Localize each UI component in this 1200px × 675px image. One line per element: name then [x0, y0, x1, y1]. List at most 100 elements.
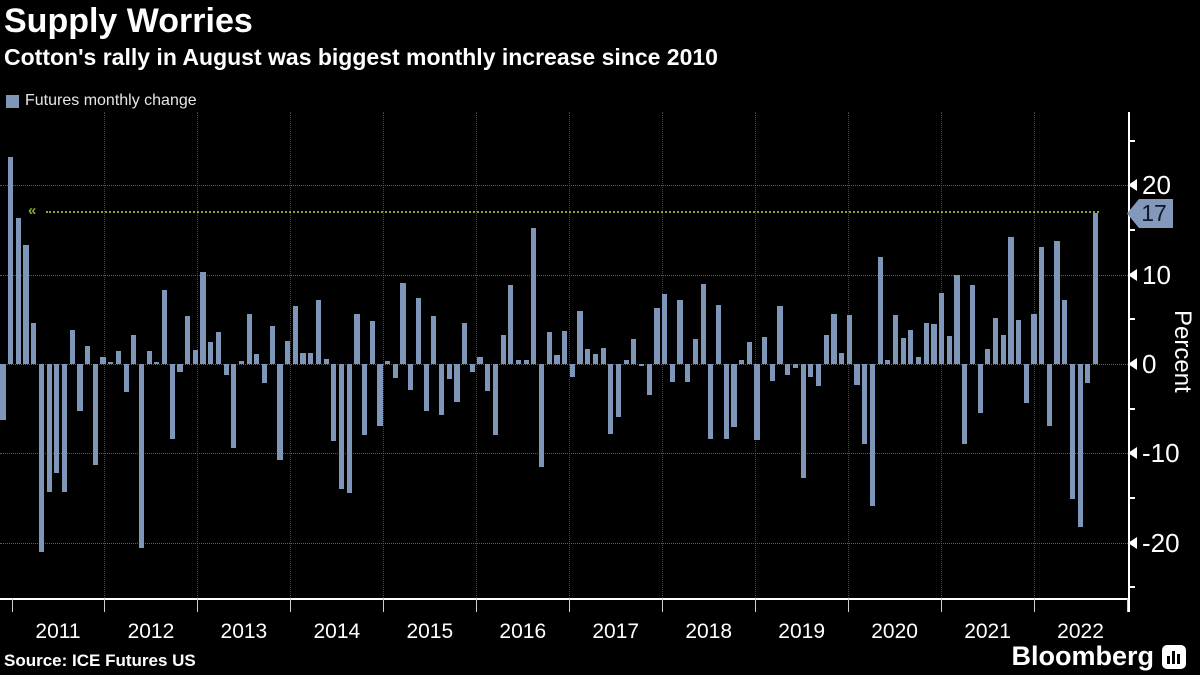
x-axis-tick [848, 598, 850, 612]
bloomberg-chart-icon [1162, 644, 1186, 669]
bar-month-66 [508, 284, 514, 364]
bar-month-1 [8, 156, 14, 364]
bar-month-118 [908, 330, 914, 364]
bar-month-125 [962, 364, 968, 445]
bar-month-126 [969, 285, 976, 364]
bar-month-108 [831, 313, 837, 364]
y-gridline [0, 274, 1128, 276]
bar-month-94 [723, 364, 729, 439]
y-axis-minor-tick [1128, 139, 1135, 142]
y-axis-tick-label: -10 [1142, 438, 1180, 469]
bar-month-100 [769, 364, 775, 381]
bar-month-30 [231, 364, 237, 448]
bar-month-25 [192, 349, 198, 364]
bar-month-39 [300, 353, 306, 364]
bar-month-68 [523, 360, 529, 364]
x-axis-line [0, 598, 1128, 600]
chart-legend: Futures monthly change [6, 92, 197, 110]
year-gridline [755, 112, 757, 598]
bar-month-103 [792, 364, 799, 369]
bar-month-122 [939, 292, 945, 364]
bar-month-93 [715, 305, 722, 364]
bar-month-46 [354, 313, 360, 364]
bar-month-40 [308, 353, 314, 364]
bar-month-104 [800, 364, 806, 479]
bar-month-13 [100, 356, 106, 364]
bar-month-75 [577, 311, 583, 364]
bar-month-141 [1085, 364, 1091, 383]
brand-name: Bloomberg [1011, 641, 1154, 671]
legend-swatch-icon [6, 94, 19, 108]
bar-month-61 [469, 364, 475, 373]
bar-month-117 [900, 338, 906, 364]
x-axis-year-label: 2016 [499, 620, 547, 643]
bar-month-21 [161, 289, 168, 364]
bar-month-124 [954, 274, 960, 364]
x-axis-tick [1034, 598, 1036, 612]
legend-label: Futures monthly change [25, 92, 197, 109]
bar-month-102 [785, 364, 791, 375]
bar-month-65 [500, 335, 506, 364]
bar-month-84 [646, 364, 652, 396]
highlight-arrowhead-icon: « [28, 202, 37, 220]
bar-month-18 [138, 364, 145, 548]
bar-month-48 [369, 321, 375, 364]
bar-month-67 [515, 359, 522, 364]
bar-month-140 [1077, 364, 1083, 527]
bar-month-45 [346, 364, 352, 493]
bar-month-96 [739, 359, 745, 364]
bar-month-91 [700, 283, 706, 364]
bar-month-119 [915, 356, 922, 364]
x-axis-year-label: 2014 [313, 620, 361, 643]
bar-month-41 [315, 299, 322, 364]
bar-month-132 [1016, 320, 1022, 364]
bar-month-133 [1023, 364, 1029, 404]
bar-month-64 [492, 364, 498, 435]
y-axis-major-tick [1128, 447, 1137, 460]
bar-month-27 [208, 341, 214, 364]
bar-month-114 [877, 256, 883, 364]
bar-month-55 [423, 364, 429, 412]
bar-month-17 [131, 334, 137, 364]
bar-month-23 [177, 364, 183, 373]
year-gridline [476, 112, 478, 598]
y-axis-tick-label: 10 [1142, 259, 1171, 290]
bar-month-109 [839, 353, 845, 364]
bar-month-137 [1054, 240, 1060, 364]
bar-month-111 [854, 364, 860, 385]
bar-month-99 [762, 337, 768, 364]
bar-month-52 [400, 282, 406, 364]
x-axis-tick [104, 598, 106, 612]
y-axis-minor-tick [1128, 229, 1135, 232]
bar-month-26 [200, 272, 206, 364]
bar-month-76 [585, 348, 591, 364]
bar-month-82 [631, 338, 637, 364]
plot-area: « [0, 112, 1128, 598]
bar-month-129 [992, 318, 999, 364]
x-axis-year-label: 2015 [406, 620, 454, 643]
y-axis-major-tick [1128, 358, 1137, 370]
x-axis-year-label: 2017 [592, 620, 640, 643]
bar-month-97 [746, 341, 752, 364]
bar-month-44 [338, 364, 345, 490]
bar-month-58 [446, 364, 452, 380]
bar-month-56 [431, 315, 437, 364]
bar-month-79 [608, 364, 614, 434]
bar-month-127 [977, 364, 983, 414]
y-axis-major-tick [1128, 536, 1137, 549]
bar-month-49 [377, 364, 383, 426]
bar-month-2 [15, 217, 21, 364]
bar-month-85 [654, 307, 660, 364]
bar-month-115 [885, 360, 891, 364]
bar-month-120 [923, 322, 929, 364]
bar-month-42 [323, 358, 329, 364]
bar-month-73 [562, 330, 568, 364]
bar-month-74 [569, 364, 575, 377]
y-axis-title: Percent [1169, 310, 1196, 393]
bar-month-20 [154, 362, 160, 364]
y-axis-tick-label: -20 [1142, 527, 1180, 558]
bar-month-113 [869, 364, 875, 506]
bar-month-81 [623, 360, 629, 364]
y-gridline [0, 364, 1128, 365]
x-axis-tick [11, 598, 13, 612]
